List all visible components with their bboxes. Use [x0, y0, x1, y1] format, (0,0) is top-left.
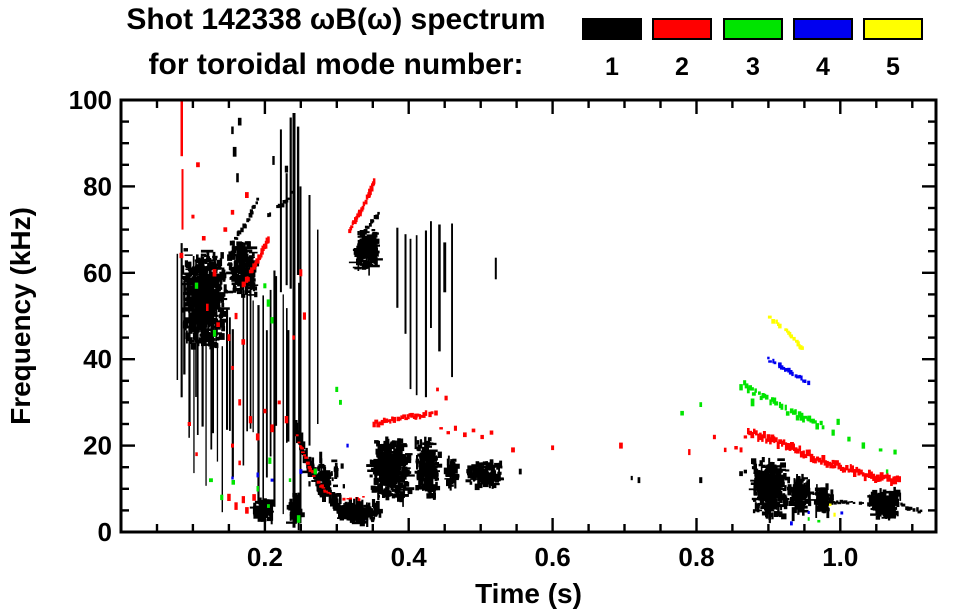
feature-blob-black [300, 451, 345, 502]
feature-blob-black [414, 436, 443, 500]
feature-blob-black [286, 492, 305, 531]
feature-blob-black [443, 455, 460, 491]
feature-blob-black [332, 497, 383, 527]
figure-title-line1: Shot 142338 ωB(ω) spectrum [126, 3, 546, 36]
feature-vstripes-black [396, 221, 453, 398]
legend-label-4: 4 [816, 53, 830, 81]
feature-blob-black [809, 483, 834, 519]
y-axis-ticks [121, 98, 936, 534]
feature-band-red [295, 434, 365, 502]
feature-band-blue [767, 356, 811, 386]
feature-dots-green [831, 418, 897, 474]
y-tick-label: 60 [83, 258, 112, 288]
feature-band-red [747, 428, 901, 486]
feature-band-black [363, 211, 380, 232]
feature-blob-black [366, 436, 415, 507]
y-axis-title: Frequency (kHz) [5, 207, 36, 425]
feature-band-red [241, 236, 270, 288]
feature-dots-black [518, 468, 703, 484]
feature-vline-red [180, 100, 183, 157]
x-tick-label: 0.2 [247, 542, 283, 572]
legend-label-3: 3 [746, 53, 760, 81]
legend-swatch-2 [652, 18, 712, 40]
feature-dots-green [807, 517, 821, 523]
y-tick-label: 80 [83, 171, 112, 201]
feature-vline-black [317, 229, 319, 424]
x-tick-label: 1.0 [822, 542, 858, 572]
legend-label-2: 2 [675, 53, 689, 81]
feature-blob-black [348, 229, 383, 276]
legend-label-1: 1 [605, 53, 619, 81]
feature-dots-yellow [829, 503, 836, 517]
legend-swatch-3 [723, 18, 783, 40]
legend-swatch-1 [582, 18, 642, 40]
feature-dots-green [194, 282, 342, 523]
figure-title-line2: for toroidal mode number: [148, 48, 524, 81]
feature-blob-black [465, 459, 504, 491]
y-tick-label: 0 [98, 517, 112, 547]
feature-blob-black [867, 486, 902, 521]
x-tick-label: 0.6 [535, 542, 571, 572]
x-tick-label: 0.4 [391, 542, 428, 572]
x-axis-ticks [155, 100, 914, 532]
feature-dots-blue [790, 511, 844, 526]
feature-vline-black [308, 195, 311, 446]
spectrogram-data [176, 100, 923, 531]
feature-band-yellow [767, 315, 804, 350]
feature-blob-black [748, 457, 791, 524]
feature-band-black [900, 502, 923, 514]
legend-swatch-5 [863, 18, 923, 40]
feature-vline-black [494, 257, 497, 280]
feature-band-black [831, 499, 864, 505]
x-axis-title: Time (s) [475, 578, 582, 609]
feature-dots-black [739, 469, 747, 477]
y-tick-label: 100 [69, 85, 112, 115]
feature-dots-red [734, 435, 748, 453]
feature-dots-red [436, 387, 494, 440]
feature-vstripes-black [279, 117, 300, 293]
feature-blob-black [786, 473, 815, 522]
feature-band-red [348, 178, 376, 234]
x-tick-label: 0.8 [678, 542, 714, 572]
y-tick-label: 20 [83, 431, 112, 461]
feature-dots-green [680, 384, 755, 416]
feature-vstripes-black [193, 265, 300, 515]
y-tick-labels: 0 20 40 60 80 100 [69, 85, 112, 547]
feature-band-green [743, 380, 825, 430]
feature-blob-black [249, 497, 274, 525]
y-tick-label: 40 [83, 344, 112, 374]
feature-band-red [372, 410, 438, 428]
feature-vline-black [299, 186, 302, 524]
feature-dots-red [179, 162, 306, 514]
feature-vline-red [181, 169, 184, 230]
feature-dots-black [231, 117, 289, 183]
feature-vline-black [292, 113, 296, 528]
legend-swatch-4 [793, 18, 853, 40]
x-tick-labels: 0.2 0.4 0.6 0.8 1.0 [247, 542, 859, 572]
axes [119, 98, 938, 534]
feature-band-black [229, 197, 260, 246]
feature-dots-red [511, 434, 727, 456]
legend-label-5: 5 [886, 53, 900, 81]
